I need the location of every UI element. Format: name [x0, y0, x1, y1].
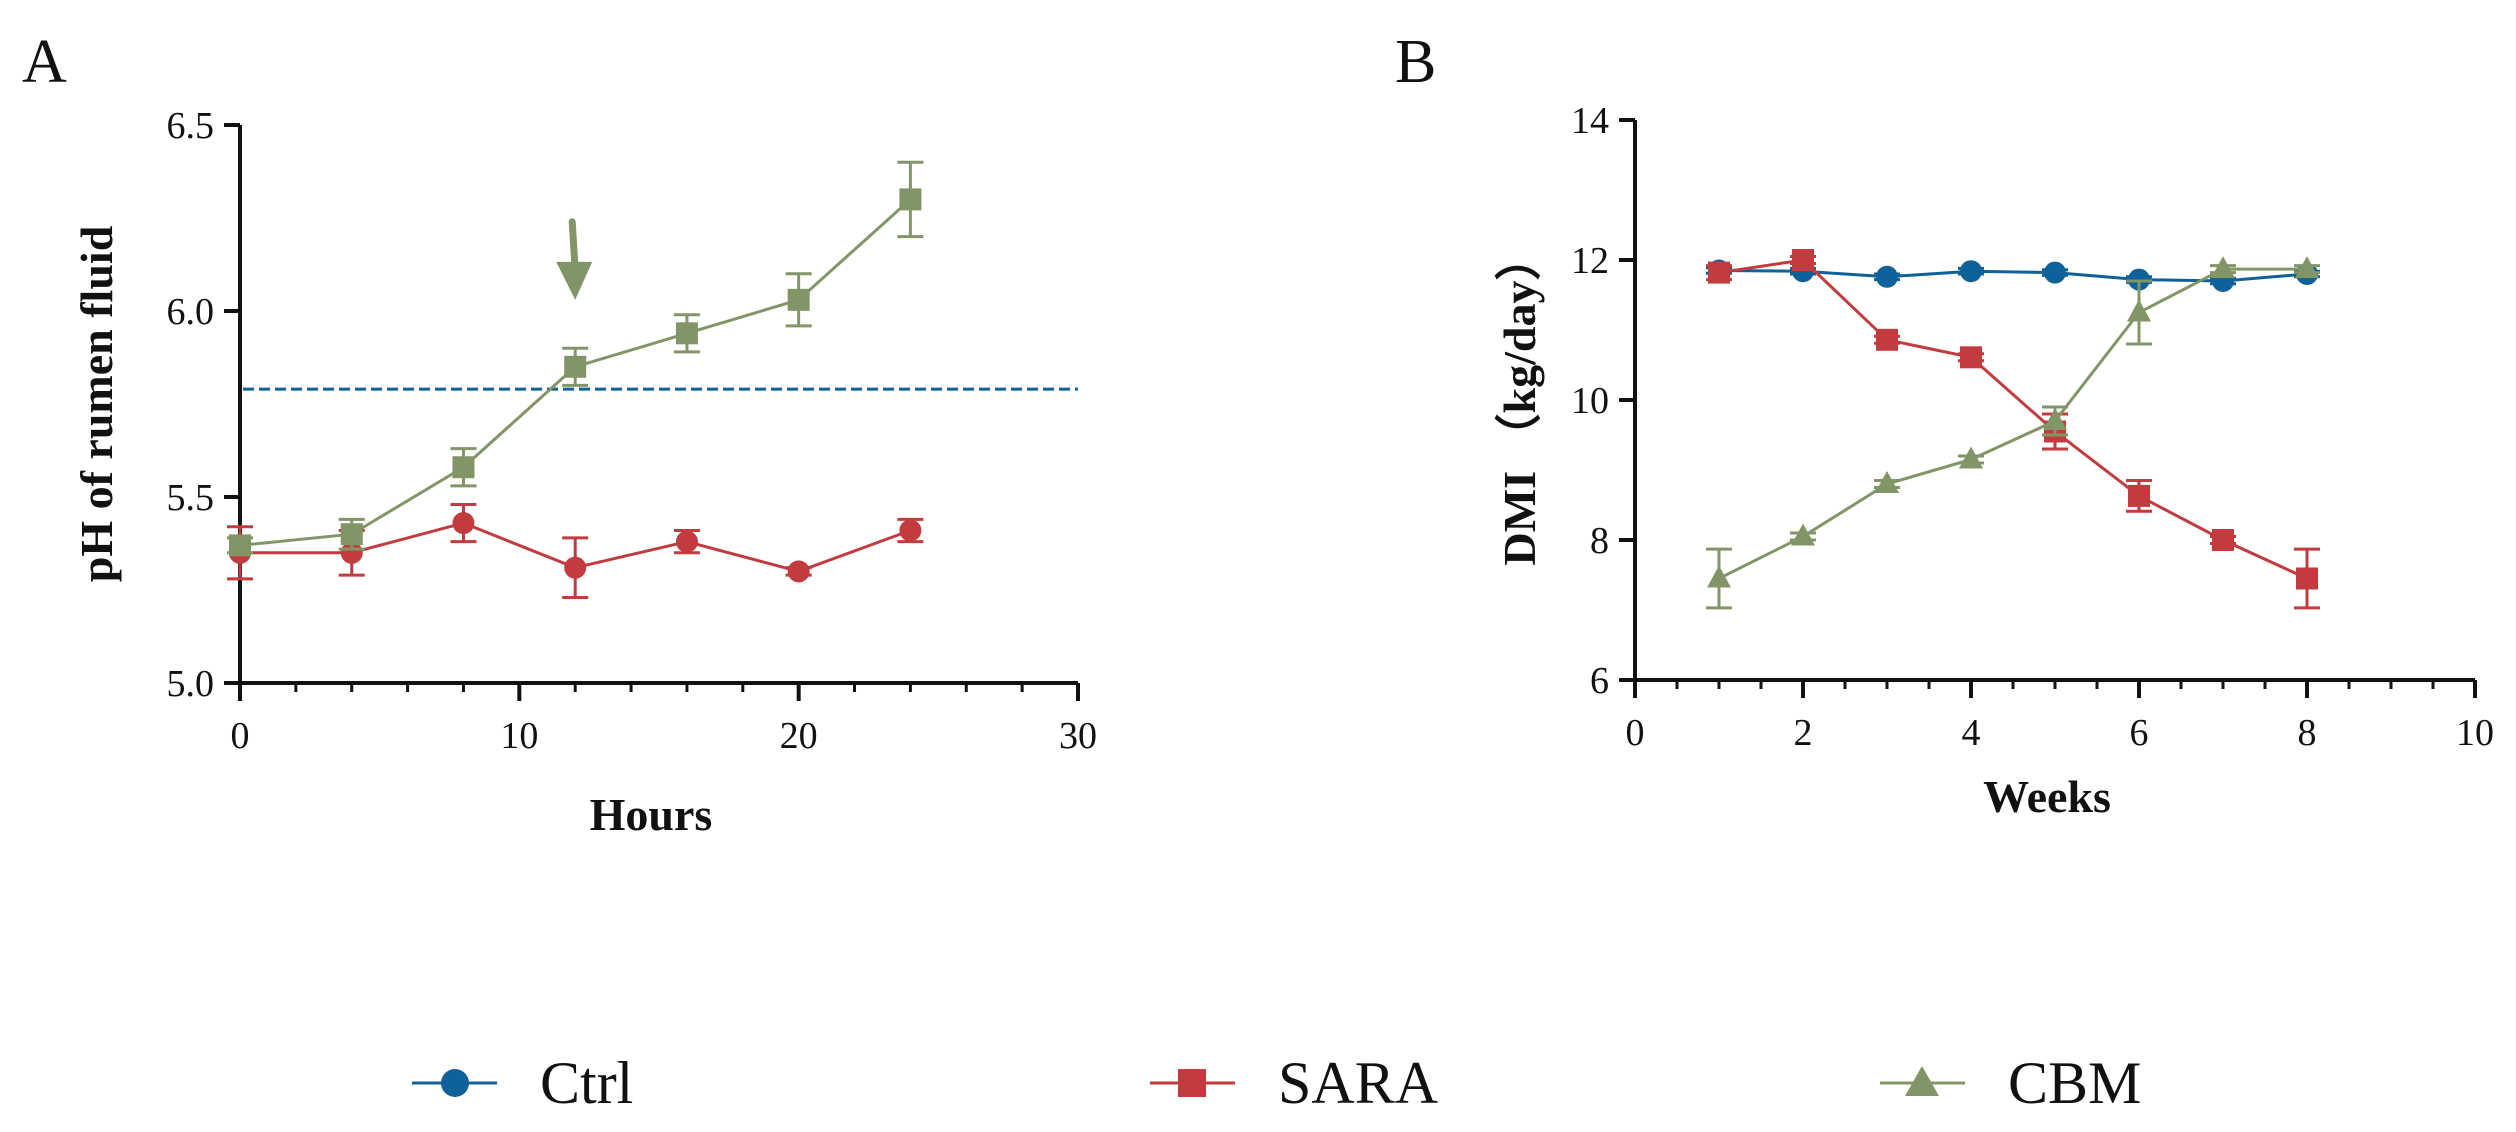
data-point-cbm-b — [1875, 471, 1899, 493]
series-line-cbm-b — [1718, 267, 2307, 580]
data-point-sara-b — [1792, 249, 1814, 271]
legend-item-sara: SARA — [1150, 1050, 1438, 1116]
data-point-sara-b — [1960, 346, 1982, 369]
x-tick-label-b: 8 — [2298, 712, 2317, 754]
y-tick-label-a: 5.5 — [167, 477, 215, 519]
data-point-sara-a — [340, 541, 363, 564]
legend-marker-cbm — [1905, 1066, 1939, 1096]
data-point-sara-a — [452, 512, 475, 535]
legend-item-cbm: CBM — [1880, 1050, 2141, 1116]
x-axis-title-b: Weeks — [1983, 771, 2111, 822]
data-point-sara-b — [2128, 484, 2150, 507]
x-tick-label-a: 0 — [231, 715, 250, 757]
y-tick-label-b: 10 — [1571, 380, 1609, 422]
legend-item-ctrl: Ctrl — [412, 1050, 633, 1116]
data-point-cbm-a — [340, 523, 363, 546]
legend: Ctrl SARA CBM — [412, 1050, 2141, 1116]
data-point-sara-b — [2212, 529, 2234, 551]
data-point-ctrl-b — [2044, 261, 2066, 284]
y-tick-label-a: 6.0 — [167, 291, 215, 333]
x-tick-label-a: 10 — [500, 715, 538, 757]
data-point-cbm-a — [899, 188, 922, 211]
data-point-cbm-a — [675, 322, 698, 345]
data-point-sara-a — [675, 530, 698, 553]
x-tick-label-a: 20 — [780, 715, 818, 757]
data-point-sara-b — [2296, 567, 2318, 590]
data-point-sara-b — [1708, 261, 1730, 284]
x-tick-label-b: 2 — [1794, 712, 1813, 754]
data-point-cbm-a — [452, 456, 475, 479]
data-point-cbm-b — [2043, 408, 2067, 430]
y-tick-label-b: 12 — [1571, 240, 1609, 282]
data-point-cbm-b — [2295, 256, 2319, 279]
x-tick-label-b: 4 — [1962, 712, 1981, 754]
data-point-cbm-a — [564, 355, 587, 378]
legend-marker-sara — [1178, 1069, 1206, 1097]
x-tick-label-b: 6 — [2130, 712, 2149, 754]
data-point-cbm-a — [787, 288, 810, 311]
legend-label-cbm: CBM — [2008, 1050, 2141, 1116]
legend-label-sara: SARA — [1278, 1050, 1438, 1116]
panel-label-a: A — [22, 28, 67, 96]
y-axis-title-b: DMI （kg/day） — [1494, 235, 1545, 566]
legend-marker-ctrl — [441, 1069, 469, 1097]
series-line-sara-b — [1718, 258, 2308, 580]
legend-label-ctrl: Ctrl — [540, 1050, 633, 1116]
data-point-cbm-b — [2127, 299, 2151, 322]
y-tick-label-a: 6.5 — [167, 105, 215, 147]
data-point-sara-a — [787, 560, 810, 583]
data-point-ctrl-b — [1876, 265, 1898, 288]
data-point-cbm-b — [1959, 446, 1983, 469]
data-point-cbm-b — [1791, 523, 1815, 546]
y-axis-title-a: pH of rumen fluid — [71, 225, 122, 582]
x-tick-label-b: 0 — [1626, 712, 1645, 754]
panel-label-b: B — [1395, 28, 1436, 96]
x-axis-title-a: Hours — [590, 789, 713, 840]
chart-a: 5.0 5.5 6.0 6.5 0 10 20 30 Hours pH of rumen flui… — [71, 105, 1097, 840]
data-point-sara-a — [564, 556, 587, 579]
x-tick-label-a: 30 — [1059, 715, 1097, 757]
y-tick-label-b: 8 — [1590, 520, 1609, 562]
y-tick-label-b: 14 — [1571, 100, 1609, 142]
data-point-ctrl-b — [1960, 260, 1982, 283]
arrow-head-icon — [556, 261, 593, 300]
arrow-shaft — [568, 218, 579, 274]
y-tick-label-b: 6 — [1590, 660, 1609, 702]
data-point-sara-a — [899, 519, 922, 542]
data-point-cbm-b — [2211, 256, 2235, 279]
data-point-cbm-a — [229, 534, 251, 557]
y-tick-label-a: 5.0 — [167, 663, 215, 705]
x-tick-label-b: 10 — [2456, 712, 2494, 754]
chart-b: 6 8 10 12 14 0 2 4 6 8 10 Weeks DMI （kg/day） — [1494, 100, 2494, 822]
data-point-sara-b — [1876, 328, 1898, 351]
data-point-cbm-b — [1707, 565, 1731, 588]
